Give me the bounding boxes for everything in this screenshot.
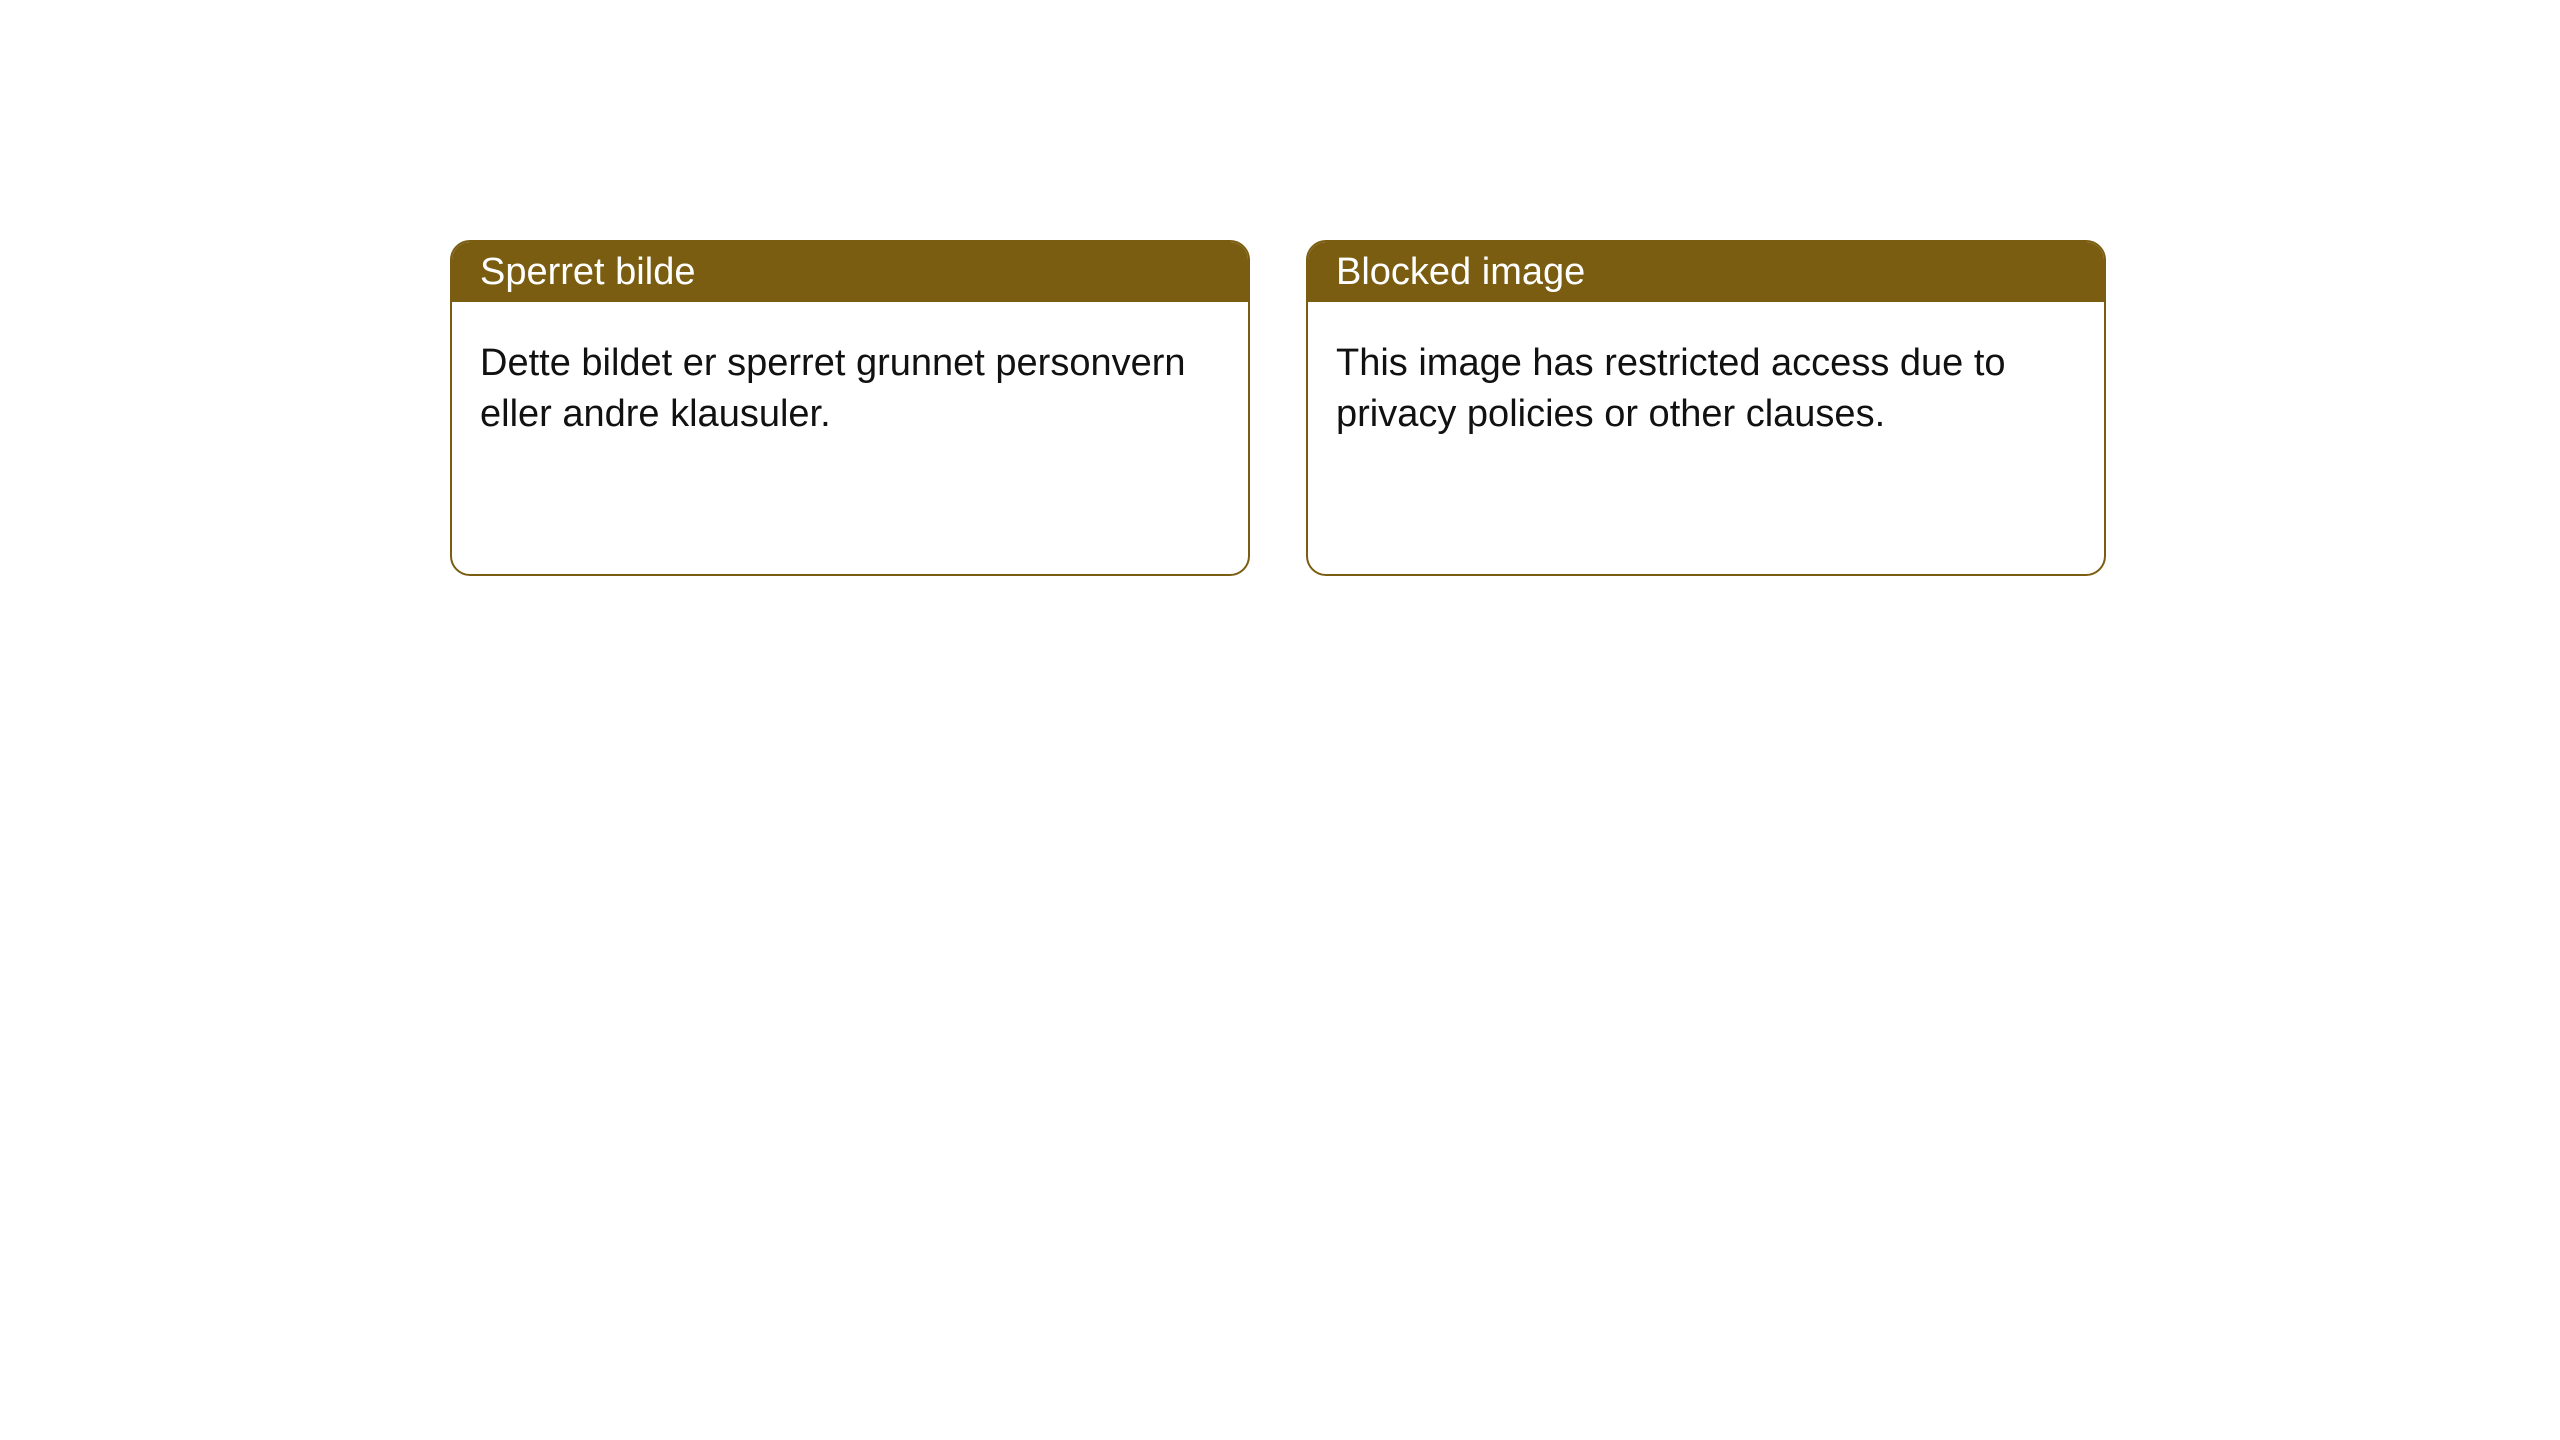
blocked-image-card-no: Sperret bilde Dette bildet er sperret gr… [450,240,1250,576]
card-title-no: Sperret bilde [480,251,695,294]
card-container: Sperret bilde Dette bildet er sperret gr… [0,0,2560,576]
card-title-en: Blocked image [1336,251,1585,294]
card-body-en: This image has restricted access due to … [1308,302,2104,477]
card-body-text-no: Dette bildet er sperret grunnet personve… [480,342,1186,435]
card-body-text-en: This image has restricted access due to … [1336,342,2006,435]
blocked-image-card-en: Blocked image This image has restricted … [1306,240,2106,576]
card-header-no: Sperret bilde [452,242,1248,302]
card-header-en: Blocked image [1308,242,2104,302]
card-body-no: Dette bildet er sperret grunnet personve… [452,302,1248,477]
